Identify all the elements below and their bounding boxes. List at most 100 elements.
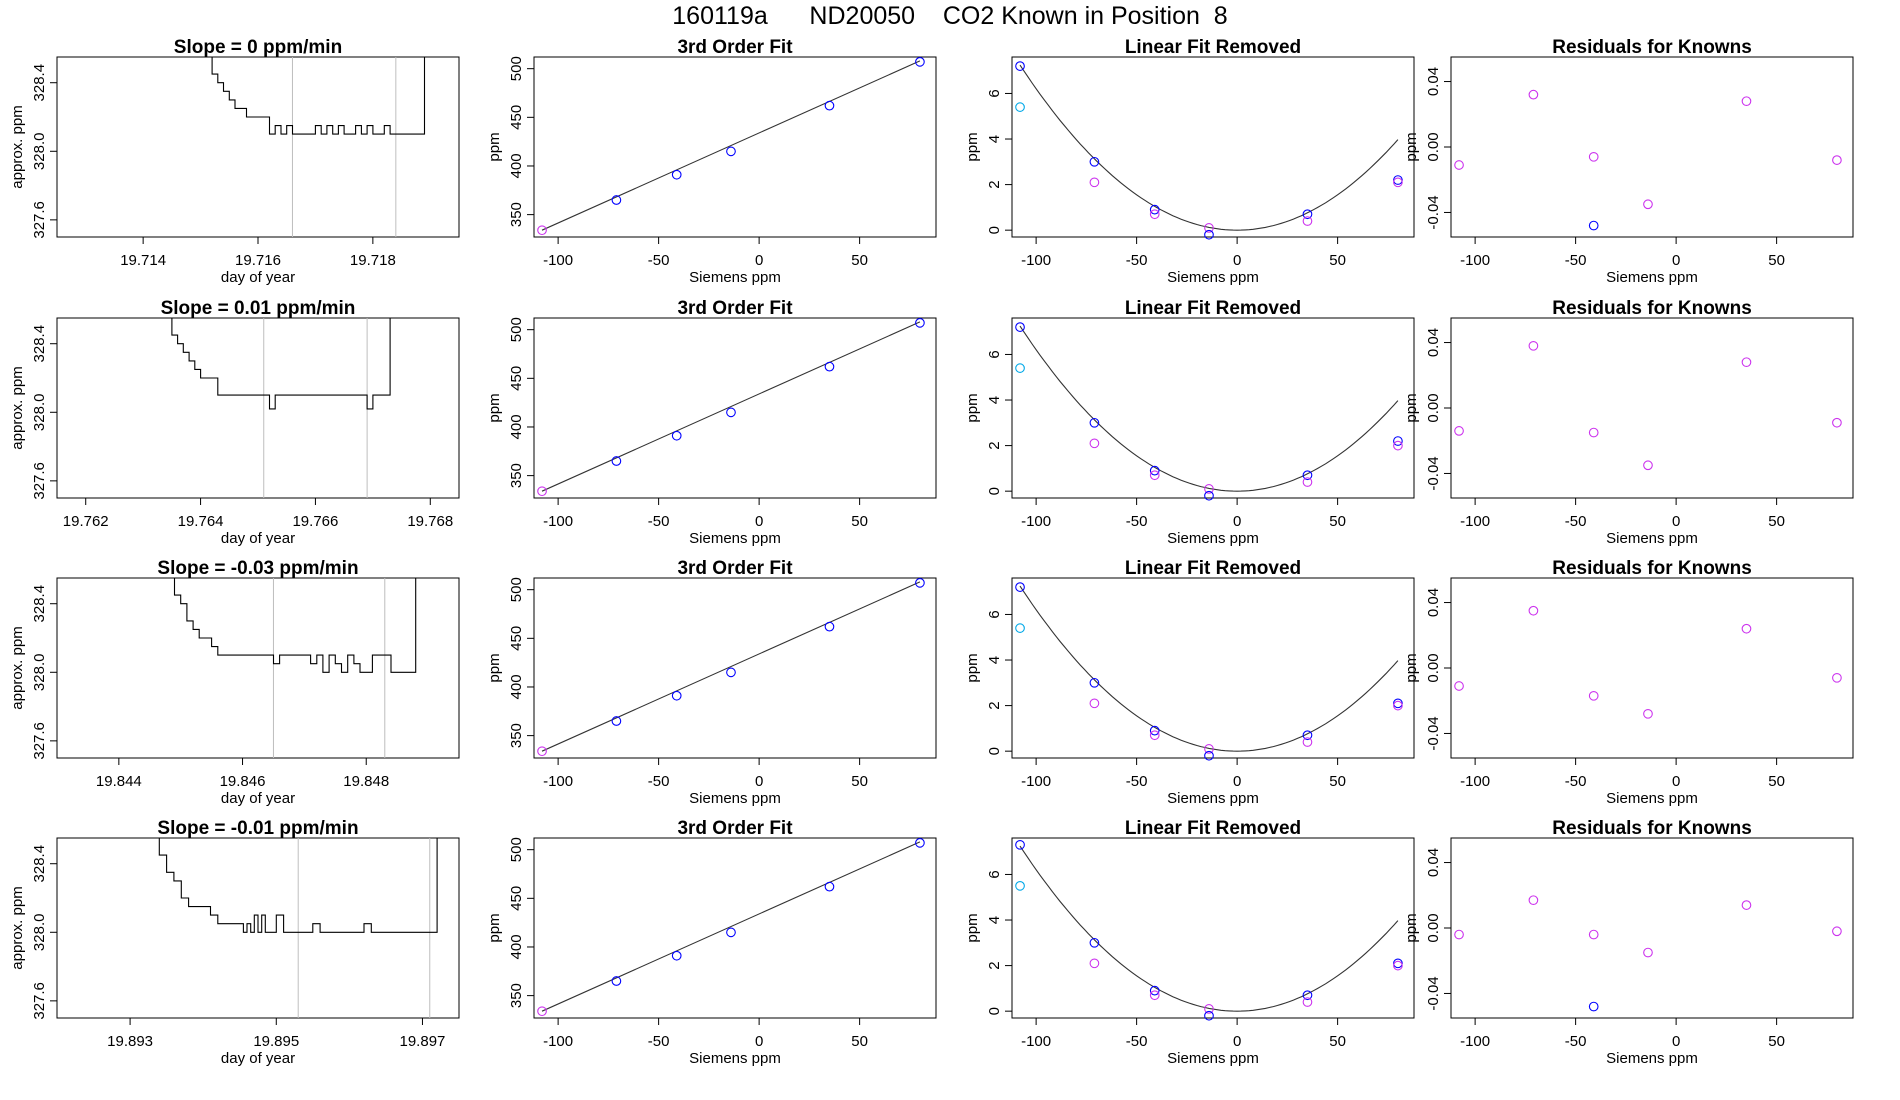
quadratic-curve bbox=[1019, 325, 1399, 492]
y-axis-label: ppm bbox=[964, 913, 981, 942]
data-point bbox=[915, 318, 925, 328]
y-tick-label: 400 bbox=[508, 674, 525, 699]
data-point bbox=[1015, 623, 1025, 633]
x-tick-label: -50 bbox=[1565, 1033, 1587, 1050]
x-tick-label: 0 bbox=[755, 252, 763, 269]
x-tick-label: -100 bbox=[543, 1033, 573, 1050]
x-tick-label: 0 bbox=[1672, 252, 1680, 269]
ppm-trace bbox=[168, 577, 417, 673]
data-point bbox=[915, 57, 925, 67]
data-point bbox=[1089, 937, 1100, 948]
data-point bbox=[1588, 151, 1599, 162]
data-point bbox=[611, 716, 622, 726]
x-tick-label: 50 bbox=[1768, 1033, 1785, 1050]
data-point bbox=[726, 146, 736, 157]
fit-title: 3rd Order Fit bbox=[677, 558, 793, 579]
y-tick-label: 0.04 bbox=[1425, 67, 1442, 96]
x-tick-label: 0 bbox=[1233, 513, 1241, 530]
residuals-title: Residuals for Knowns bbox=[1552, 37, 1752, 58]
slope-plot-area bbox=[206, 56, 426, 237]
data-point bbox=[1643, 199, 1653, 210]
x-tick-label: 19.848 bbox=[343, 773, 389, 790]
data-point bbox=[1454, 681, 1464, 691]
data-point bbox=[1528, 89, 1539, 100]
data-point bbox=[1588, 220, 1599, 231]
ppm-trace bbox=[206, 56, 426, 135]
data-point bbox=[1204, 484, 1214, 494]
data-point bbox=[1149, 730, 1160, 741]
data-point bbox=[1393, 177, 1403, 188]
data-point bbox=[1204, 744, 1214, 754]
x-tick-label: 50 bbox=[1768, 252, 1785, 269]
plot-frame bbox=[533, 837, 937, 1019]
data-point bbox=[1302, 990, 1313, 1001]
data-point bbox=[726, 667, 736, 678]
data-point bbox=[1393, 958, 1403, 969]
y-tick-label: 328.0 bbox=[31, 133, 48, 171]
x-axis-label: Siemens ppm bbox=[689, 530, 781, 547]
x-tick-label: 0 bbox=[755, 1033, 763, 1050]
x-axis-label: Siemens ppm bbox=[689, 1050, 781, 1067]
data-point bbox=[1089, 177, 1100, 188]
x-tick-label: -50 bbox=[1126, 773, 1148, 790]
plot-frame bbox=[1011, 837, 1415, 1019]
y-tick-label: 328.4 bbox=[31, 64, 48, 102]
x-tick-label: -50 bbox=[1126, 1033, 1148, 1050]
data-point bbox=[726, 407, 736, 418]
x-tick-label: 19.766 bbox=[292, 513, 338, 530]
linear_removed-title: Linear Fit Removed bbox=[1125, 298, 1301, 319]
data-point bbox=[1204, 750, 1214, 761]
data-point bbox=[1741, 357, 1752, 368]
x-tick-label: 0 bbox=[1672, 1033, 1680, 1050]
data-point bbox=[1015, 839, 1025, 850]
x-tick-label: 0 bbox=[755, 773, 763, 790]
data-point bbox=[1089, 698, 1100, 709]
data-point bbox=[1015, 322, 1025, 332]
x-tick-label: -50 bbox=[648, 513, 670, 530]
slope-plot-area bbox=[168, 577, 417, 758]
data-point bbox=[1393, 175, 1403, 185]
y-tick-label: 350 bbox=[508, 983, 525, 1008]
data-point bbox=[537, 746, 547, 757]
linear_removed-plot-area bbox=[1015, 322, 1403, 501]
x-tick-label: -50 bbox=[1565, 773, 1587, 790]
y-tick-label: 327.6 bbox=[31, 462, 48, 500]
x-tick-label: 19.768 bbox=[407, 513, 453, 530]
y-axis-label: ppm bbox=[964, 653, 981, 682]
linear_removed-title: Linear Fit Removed bbox=[1125, 818, 1301, 839]
y-tick-label: 500 bbox=[508, 837, 525, 862]
data-point bbox=[671, 169, 682, 180]
x-tick-label: -50 bbox=[1126, 252, 1148, 269]
data-point bbox=[611, 195, 622, 205]
data-point bbox=[537, 486, 547, 497]
data-point bbox=[824, 361, 835, 372]
x-axis-label: Siemens ppm bbox=[1167, 269, 1259, 286]
data-point bbox=[1643, 460, 1653, 471]
linear_removed-plot-area bbox=[1015, 582, 1403, 761]
data-point bbox=[1454, 160, 1464, 170]
data-point bbox=[1149, 725, 1160, 736]
data-point bbox=[1089, 438, 1100, 449]
plot-frame bbox=[1450, 56, 1854, 238]
fit-title: 3rd Order Fit bbox=[677, 37, 793, 58]
data-point bbox=[1302, 477, 1313, 487]
data-point bbox=[1302, 737, 1313, 747]
data-point bbox=[1302, 470, 1313, 481]
data-point bbox=[537, 225, 547, 236]
plot-frame bbox=[56, 317, 460, 499]
data-point bbox=[1089, 958, 1100, 969]
y-tick-label: 327.6 bbox=[31, 201, 48, 239]
data-point bbox=[1832, 672, 1842, 683]
y-tick-label: 0.00 bbox=[1425, 132, 1442, 161]
x-tick-label: 50 bbox=[851, 252, 868, 269]
y-tick-label: 0.04 bbox=[1425, 328, 1442, 357]
linear_removed-title: Linear Fit Removed bbox=[1125, 558, 1301, 579]
y-tick-label: 450 bbox=[508, 366, 525, 391]
data-point bbox=[1015, 363, 1025, 373]
plot-frame bbox=[56, 56, 460, 238]
x-tick-label: -50 bbox=[648, 1033, 670, 1050]
x-axis-label: Siemens ppm bbox=[1167, 530, 1259, 547]
y-tick-label: 328.0 bbox=[31, 654, 48, 692]
x-tick-label: 0 bbox=[1233, 1033, 1241, 1050]
quadratic-curve bbox=[1019, 845, 1399, 1012]
